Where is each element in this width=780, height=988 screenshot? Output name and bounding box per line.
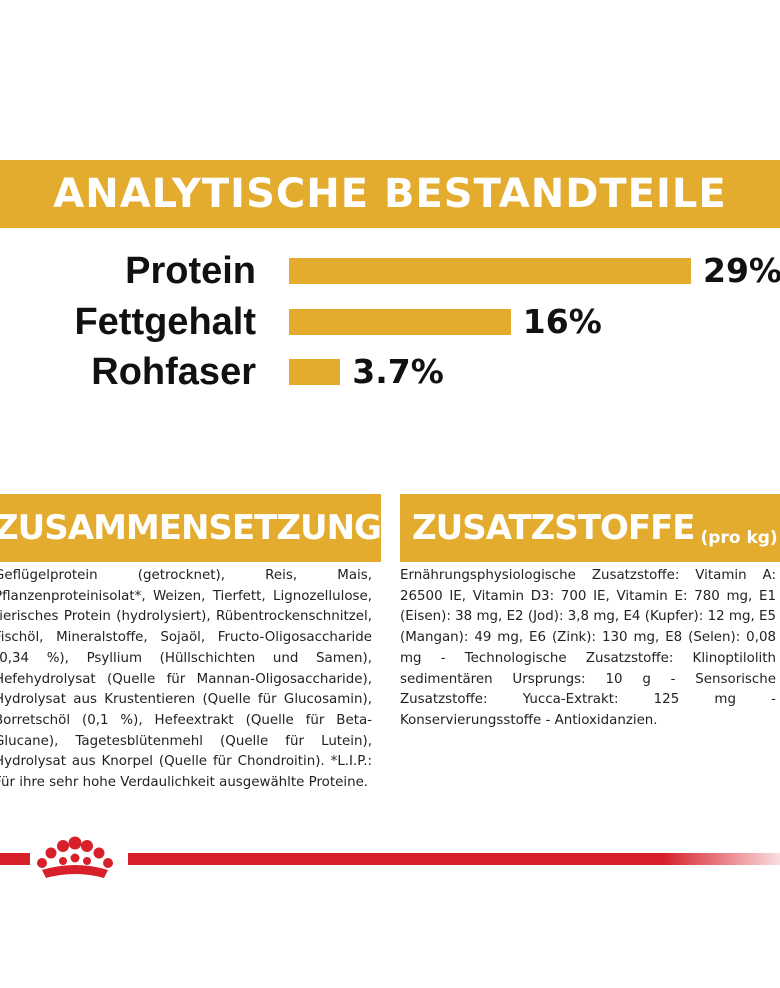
nutrient-row-fettgehalt: Fettgehalt 16% [0,297,780,347]
nutrient-label: Rohfaser [91,351,256,393]
additives-text: Ernährungsphysiologische Zusatzstoffe: V… [400,568,776,728]
nutrient-row-rohfaser: Rohfaser 3.7% [0,347,780,397]
nutrient-label: Fettgehalt [74,301,256,343]
additives-title: ZUSATZSTOFFE [412,508,696,548]
nutrient-value: 16% [522,302,602,341]
additives-subtitle: (pro kg) [700,528,778,548]
analysis-title: ANALYTISCHE BESTANDTEILE [53,171,727,217]
additives-header: ZUSATZSTOFFE (pro kg) [400,494,780,562]
nutrient-value: 3.7% [352,352,444,391]
analysis-banner: ANALYTISCHE BESTANDTEILE [0,160,780,228]
composition-title: ZUSAMMENSETZUNG [0,508,381,548]
nutrient-bar [289,359,341,385]
nutrient-bar [289,258,691,284]
nutrient-value: 29% [703,251,780,290]
nutrient-label: Protein [125,250,256,292]
brand-line-right [128,853,780,865]
composition-header: ZUSAMMENSETZUNG [0,494,381,562]
brand-line-left [0,853,30,865]
composition-text: Geflügelprotein (getrocknet), Reis, Mais… [0,568,372,791]
nutrient-row-protein: Protein 29% [0,246,780,296]
nutrient-bar [289,309,511,335]
royal-canin-crown-icon [37,836,113,878]
